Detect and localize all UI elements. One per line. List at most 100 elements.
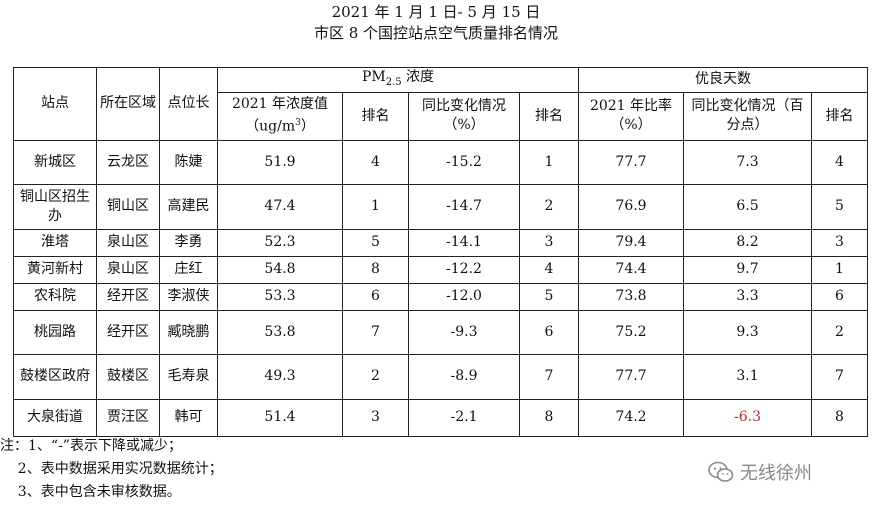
- cell-pm-change-rank: 8: [519, 398, 579, 437]
- cell-chief: 臧晓鹏: [159, 309, 218, 355]
- cell-ratio: 76.9: [578, 183, 684, 230]
- watermark: 无线徐州: [708, 459, 812, 485]
- cell-pm: 47.4: [217, 183, 343, 230]
- cell-pm-rank: 6: [342, 282, 409, 311]
- note-line-1: 注：1、“-”表示下降或减少；: [0, 438, 182, 454]
- cell-ratio: 77.7: [578, 353, 684, 400]
- cell-ratio: 73.8: [578, 282, 684, 311]
- cell-pm: 49.3: [217, 353, 343, 400]
- cell-district: 铜山区: [96, 183, 160, 230]
- cell-district: 泉山区: [96, 228, 160, 257]
- header-row-columns: 2021 年浓度值 （ug/m3） 排名 同比变化情况（%） 排名 2021 年比…: [14, 91, 869, 141]
- cell-district: 鼓楼区: [96, 353, 160, 400]
- cell-pm-rank: 2: [342, 353, 409, 400]
- cell-pm-change-rank: 1: [519, 139, 579, 185]
- header-pm-change-rank: 排名: [519, 91, 579, 141]
- header-row-group: 站点 所在区域 点位长 PM2.5 浓度 优良天数: [13, 67, 869, 141]
- cell-station: 桃园路: [13, 309, 97, 355]
- header-district: 所在区域: [96, 67, 160, 141]
- cell-pm-change-rank: 6: [519, 309, 579, 355]
- cell-ratio: 79.4: [578, 228, 684, 257]
- report-title: 市区 8 个国控站点空气质量排名情况: [313, 24, 559, 42]
- pm-conc-unit-prefix: （ug/m: [245, 119, 296, 136]
- header-pm25-group: PM2.5 浓度: [217, 67, 579, 93]
- cell-ratio-rank: 5: [810, 183, 869, 230]
- cell-pm: 53.8: [217, 309, 343, 355]
- air-quality-ranking-table: 站点 所在区域 点位长 PM2.5 浓度 优良天数 2021 年浓度值 （ug/m…: [13, 67, 869, 437]
- cell-ratio-rank: 4: [810, 139, 869, 185]
- header-pm-concentration: 2021 年浓度值 （ug/m3）: [217, 91, 343, 141]
- cell-pm-change-rank: 3: [519, 228, 579, 257]
- cell-chief: 李勇: [159, 228, 218, 257]
- cell-pm: 53.3: [217, 282, 343, 311]
- cell-ratio-change: 6.5: [683, 183, 812, 230]
- cell-chief: 李淑侠: [159, 282, 218, 311]
- cell-pm: 54.8: [217, 255, 343, 284]
- report-title-date-range: 2021 年 1 月 1 日- 5 月 15 日: [331, 3, 541, 21]
- cell-pm-change: -12.0: [408, 282, 520, 311]
- cell-station: 铜山区招生办: [13, 183, 97, 230]
- cell-pm: 51.9: [217, 139, 343, 185]
- pm-conc-unit-suffix: ）: [300, 119, 315, 136]
- cell-pm-change-rank: 2: [519, 183, 579, 230]
- header-pm-change: 同比变化情况（%）: [408, 91, 520, 141]
- cell-ratio: 77.7: [578, 139, 684, 185]
- table-row: 鼓楼区政府 鼓楼区 毛寿泉 49.3 2 -8.9 7 77.7 3.1 7: [13, 353, 869, 400]
- cell-pm-change-rank: 4: [519, 255, 579, 284]
- cell-station: 新城区: [13, 139, 97, 185]
- table-row: 农科院 经开区 李淑侠 53.3 6 -12.0 5 73.8 3.3 6: [13, 282, 869, 311]
- cell-pm-change: -2.1: [408, 398, 520, 437]
- header-station: 站点: [13, 67, 97, 141]
- cell-station: 淮塔: [13, 228, 97, 257]
- cell-pm-change-rank: 7: [519, 353, 579, 400]
- cell-station: 鼓楼区政府: [13, 353, 97, 400]
- cell-pm-change: -15.2: [408, 139, 520, 185]
- cell-pm-rank: 3: [342, 398, 409, 437]
- cell-ratio: 74.4: [578, 255, 684, 284]
- cell-chief: 毛寿泉: [159, 353, 218, 400]
- cell-ratio-rank: 8: [810, 398, 869, 437]
- cell-ratio-change: 7.3: [683, 139, 812, 185]
- cell-ratio-change: 3.1: [683, 353, 812, 400]
- table-row: 铜山区招生办 铜山区 高建民 47.4 1 -14.7 2 76.9 6.5 5: [13, 183, 869, 230]
- pm-conc-unit-sup: 3: [295, 118, 301, 129]
- cell-pm-rank: 7: [342, 309, 409, 355]
- cell-pm-change-rank: 5: [519, 282, 579, 311]
- cell-pm: 51.4: [217, 398, 343, 437]
- table-row: 大泉街道 贾汪区 韩可 51.4 3 -2.1 8 74.2 -6.3 8: [13, 398, 869, 437]
- cell-ratio-change: 8.2: [683, 228, 812, 257]
- cell-ratio-rank: 1: [810, 255, 869, 284]
- cell-chief: 庄红: [159, 255, 218, 284]
- cell-pm-rank: 5: [342, 228, 409, 257]
- cell-district: 经开区: [96, 282, 160, 311]
- cell-ratio-change: 9.7: [683, 255, 812, 284]
- cell-pm-change: -8.9: [408, 353, 520, 400]
- header-good-change: 同比变化情况（百分点）: [683, 91, 812, 141]
- header-pm-rank: 排名: [342, 91, 409, 141]
- pm-conc-line1: 2021 年浓度值: [231, 96, 329, 113]
- wechat-icon: [708, 461, 734, 482]
- cell-pm-change: -12.2: [408, 255, 520, 284]
- cell-ratio-change: 9.3: [683, 309, 812, 355]
- cell-ratio-rank: 7: [810, 353, 869, 400]
- cell-pm-rank: 8: [342, 255, 409, 284]
- cell-ratio-change-negative: -6.3: [683, 398, 812, 437]
- pm-label: PM: [361, 69, 386, 85]
- cell-ratio-rank: 6: [810, 282, 869, 311]
- cell-ratio-rank: 2: [810, 309, 869, 355]
- table-row: 桃园路 经开区 臧晓鹏 53.8 7 -9.3 6 75.2 9.3 2: [13, 309, 869, 355]
- cell-district: 云龙区: [96, 139, 160, 185]
- cell-district: 经开区: [96, 309, 160, 355]
- cell-ratio-rank: 3: [810, 228, 869, 257]
- cell-station: 农科院: [13, 282, 97, 311]
- cell-ratio: 75.2: [578, 309, 684, 355]
- cell-ratio: 74.2: [578, 398, 684, 437]
- header-chief: 点位长: [159, 67, 218, 141]
- note-line-3: 3、表中包含未审核数据。: [0, 484, 181, 500]
- cell-pm-change: -9.3: [408, 309, 520, 355]
- cell-pm-change: -14.7: [408, 183, 520, 230]
- header-good-ratio: 2021 年比率（%）: [578, 91, 684, 141]
- cell-pm-rank: 1: [342, 183, 409, 230]
- pm-subscript: 2.5: [385, 76, 402, 88]
- table-row: 淮塔 泉山区 李勇 52.3 5 -14.1 3 79.4 8.2 3: [13, 228, 869, 257]
